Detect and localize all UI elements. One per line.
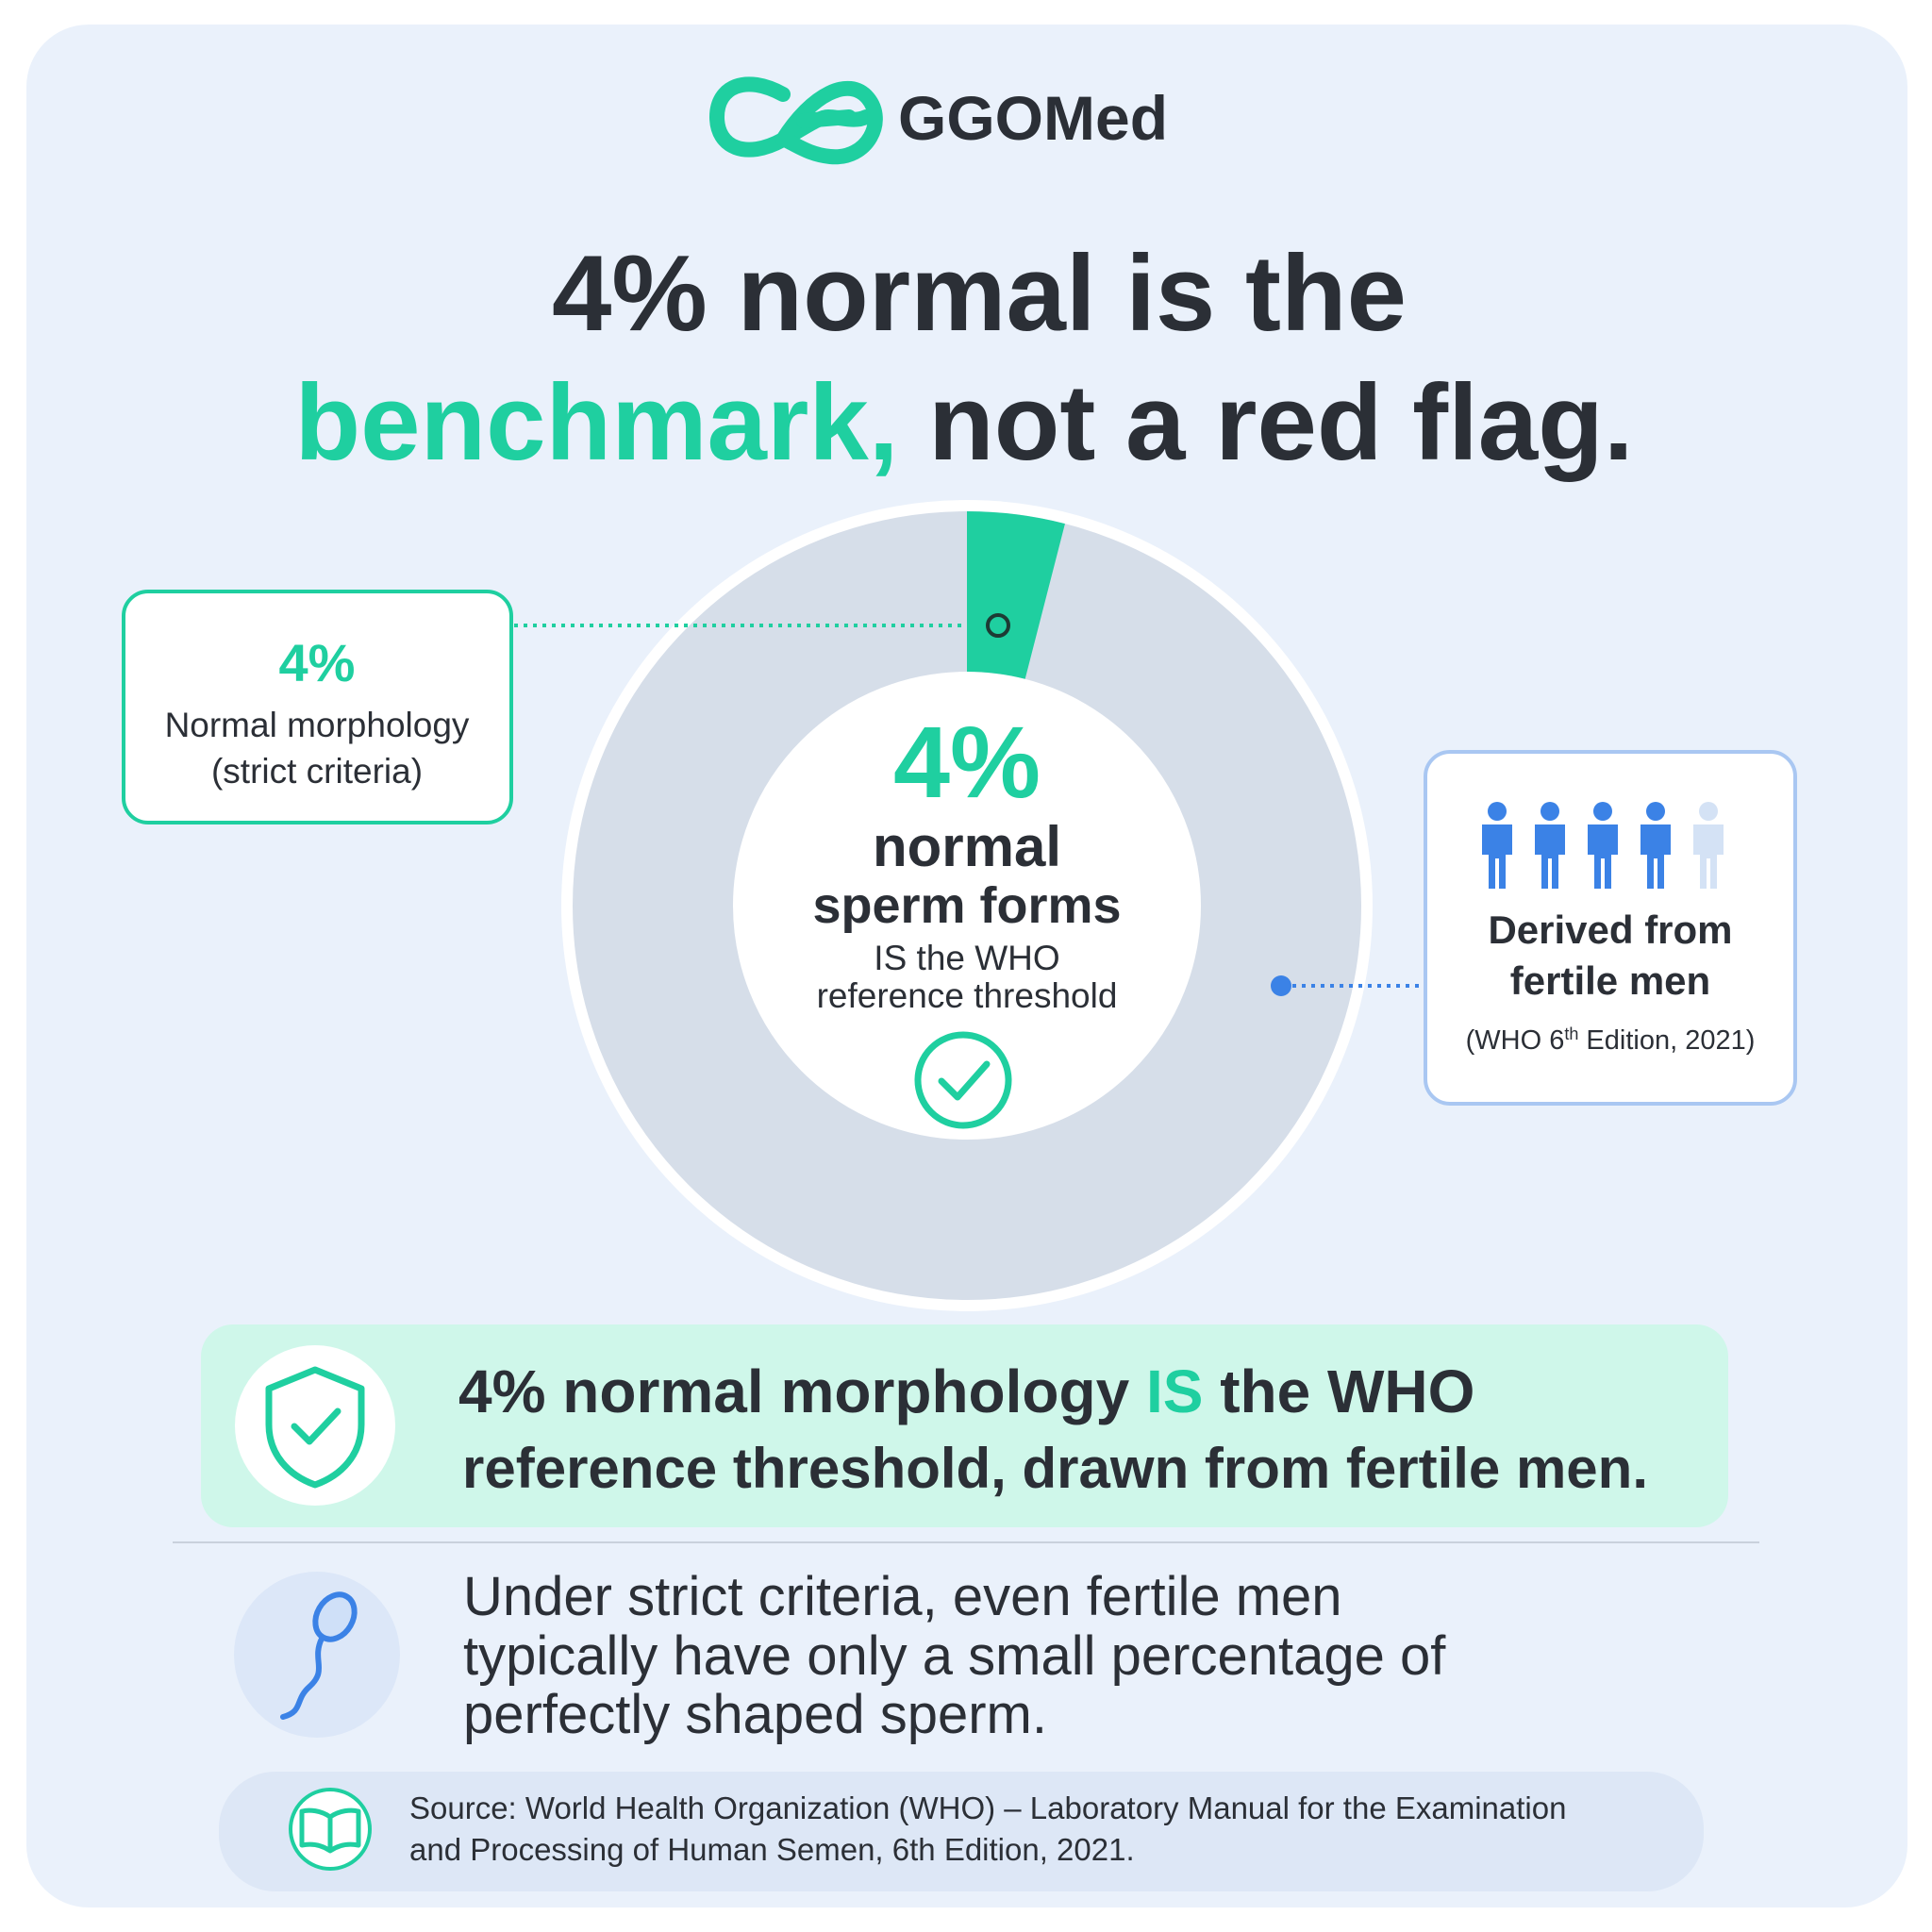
logo-text: GGOMed [898,83,1168,153]
check-icon [914,1031,1012,1129]
donut-segment [965,511,1065,680]
donut-line1: normal [873,815,1061,878]
key-text: the WHO [1203,1357,1474,1425]
headline-rest: not a red flag. [928,363,1633,483]
callout-dot [1271,975,1291,996]
logo-icon [708,76,883,165]
note-text: (WHO 6 [1466,1025,1565,1056]
callout-left-line2: (strict criteria) [211,752,423,791]
donut-line2: sperm forms [812,877,1121,934]
donut-center [735,674,1199,1138]
note-superscript: th [1564,1024,1578,1043]
callout-right-line1: Derived from [1488,908,1732,952]
book-icon [299,1807,361,1854]
explanation-line: Under strict criteria, even fertile men [463,1566,1342,1627]
donut-line3: IS the WHO [874,939,1059,977]
callout-left-line1: Normal morphology [165,706,470,744]
note-text: Edition, 2021) [1578,1025,1755,1056]
callout-right-note: (WHO 6th Edition, 2021) [1466,1024,1756,1056]
donut-chart [561,500,1373,1311]
donut-line4: reference threshold [817,976,1118,1015]
explanation-line: typically have only a small percentage o… [463,1625,1446,1687]
key-line2: reference threshold, drawn from fertile … [462,1437,1648,1500]
headline-line1: 4% normal is the [552,234,1407,354]
source-line: Source: World Health Organization (WHO) … [409,1790,1566,1825]
key-line1: 4% normal morphology IS the WHO [458,1357,1474,1425]
callout-right-line2: fertile men [1510,958,1710,1003]
callout-left-box [122,590,513,824]
donut-value-label: 4% [893,705,1041,819]
key-highlight: IS [1146,1357,1203,1425]
source-box [219,1772,1704,1891]
callout-dot [986,613,1010,638]
key-text: 4% normal morphology [458,1357,1146,1425]
shield-icon [265,1366,365,1489]
explanation-line: perfectly shaped sperm. [463,1684,1047,1745]
headline-line2: benchmark, not a red flag. [294,363,1633,483]
source-line: and Processing of Human Semen, 6th Editi… [409,1832,1135,1867]
headline-highlight: benchmark, [294,363,898,483]
callout-left-value: 4% [279,633,356,692]
sperm-icon [280,1591,358,1720]
key-banner [201,1324,1728,1527]
